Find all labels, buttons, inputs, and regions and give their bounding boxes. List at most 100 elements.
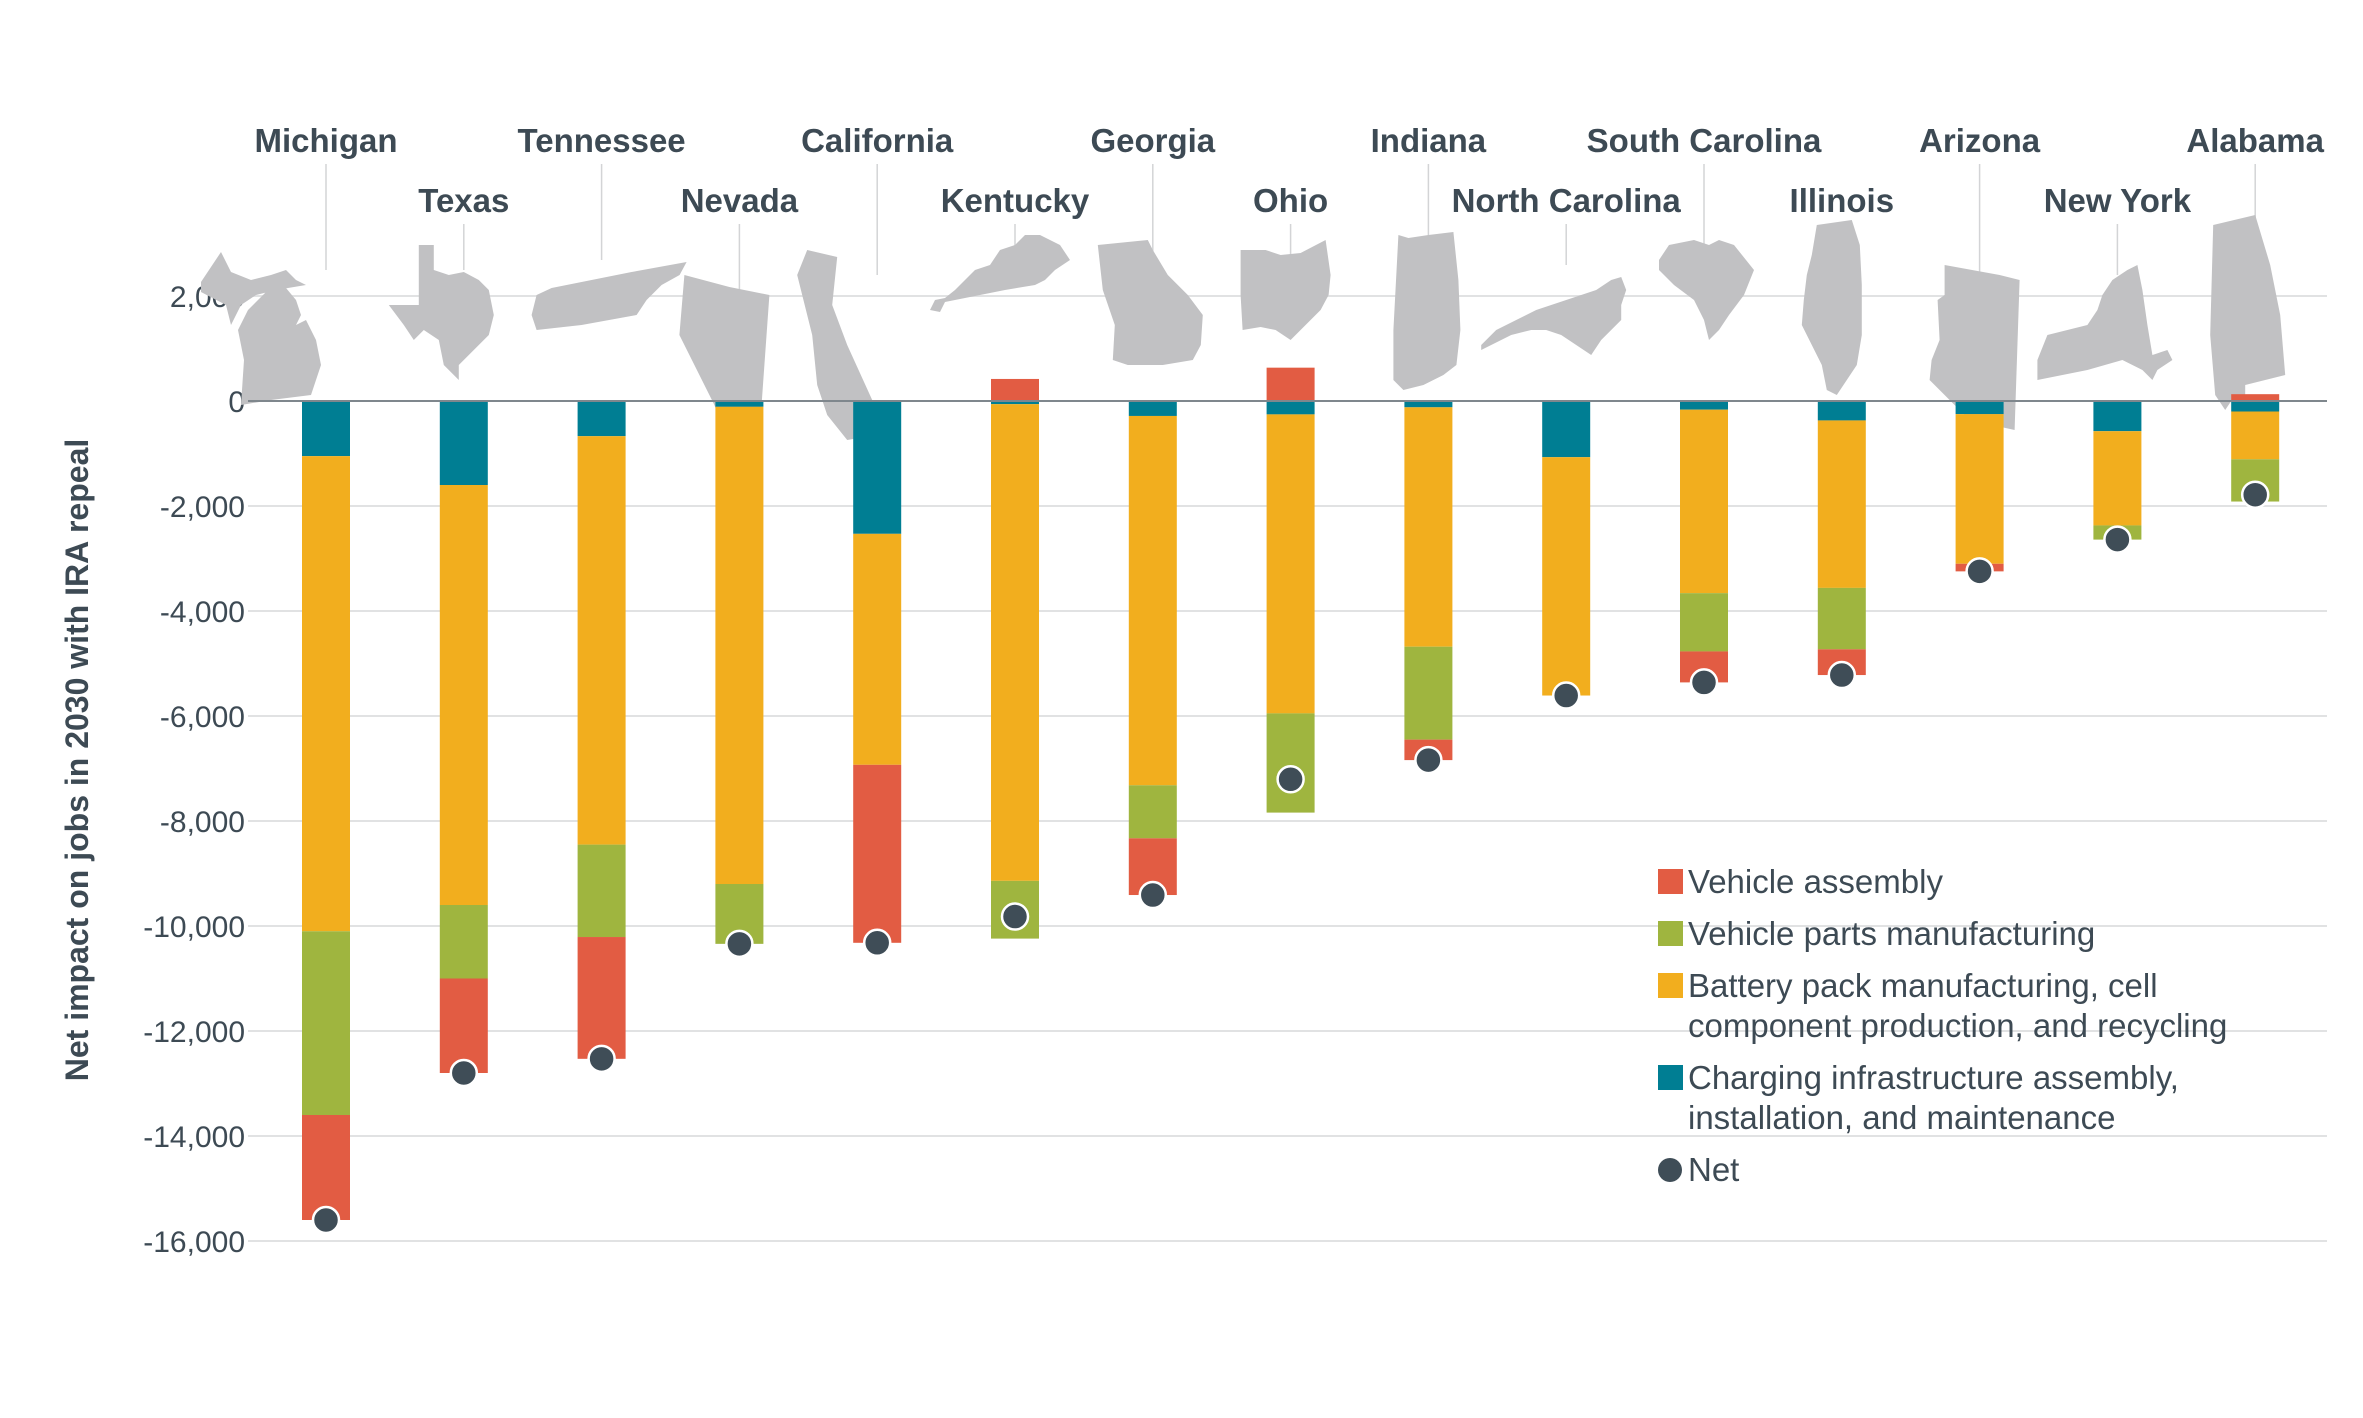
legend-item-parts: Vehicle parts manufacturing	[1658, 915, 2095, 952]
y-tick-label: -2,000	[160, 491, 245, 524]
bar-segment-battery	[1128, 415, 1177, 786]
legend-swatch	[1658, 869, 1683, 894]
bars	[302, 367, 2280, 1220]
bar-segment-charging	[1128, 401, 1177, 416]
net-marker	[2103, 525, 2132, 554]
bar-segment-charging	[302, 401, 350, 457]
state-label: South Carolina	[1587, 122, 1822, 159]
state-label: New York	[2044, 182, 2192, 219]
legend-label: Vehicle parts manufacturing	[1688, 915, 2095, 952]
bar-segment-parts	[1680, 593, 1728, 652]
net-marker	[725, 929, 754, 959]
bar-segment-parts	[1128, 785, 1177, 839]
legend-label: component production, and recycling	[1688, 1007, 2227, 1044]
legend-item-charging: Charging infrastructure assembly,install…	[1658, 1059, 2179, 1136]
michigan-shape	[201, 252, 321, 405]
california-shape	[797, 250, 878, 440]
legend-label: Battery pack manufacturing, cell	[1688, 967, 2158, 1004]
y-tick-label: 0	[228, 386, 245, 419]
kentucky-shape	[930, 235, 1070, 312]
y-tick-label: -10,000	[143, 911, 245, 944]
bar-segment-charging	[1955, 401, 2004, 415]
bar-segment-charging	[1404, 401, 1453, 408]
bar-segment-parts	[1404, 646, 1453, 740]
state-label: Arizona	[1919, 122, 2041, 159]
net-marker	[1689, 668, 1719, 697]
state-label: Michigan	[254, 122, 397, 159]
bar-segment-charging	[1542, 401, 1591, 458]
state-label: Kentucky	[941, 182, 1090, 219]
tennessee-shape	[531, 262, 687, 330]
state-label: Ohio	[1253, 182, 1328, 219]
state-label: Indiana	[1371, 122, 1487, 159]
ohio-shape	[1240, 240, 1331, 340]
bar-segment-assembly	[2231, 394, 2280, 401]
bar-segment-battery	[1817, 420, 1866, 588]
bar-segment-parts	[1266, 713, 1315, 813]
state-label: Georgia	[1090, 122, 1215, 159]
bar-segment-parts	[439, 905, 488, 979]
bar-segment-charging	[439, 401, 488, 485]
legend-swatch	[1658, 1065, 1683, 1090]
state-label: California	[801, 122, 954, 159]
bar-segment-assembly	[1266, 367, 1315, 401]
bar-segment-battery	[991, 404, 1039, 881]
legend-item-assembly: Vehicle assembly	[1658, 863, 1943, 900]
new-york-shape	[2037, 265, 2173, 380]
net-markers	[311, 480, 2270, 1235]
indiana-shape	[1393, 232, 1461, 390]
net-marker	[2240, 480, 2270, 509]
net-marker	[449, 1058, 479, 1088]
bar-segment-charging	[1817, 401, 1866, 421]
north-carolina-shape	[1481, 277, 1627, 355]
y-axis-title: Net impact on jobs in 2030 with IRA repe…	[59, 439, 95, 1082]
y-axis-ticks: 2,0000-2,000-4,000-6,000-8,000-10,000-12…	[143, 281, 245, 1259]
bar-segment-charging	[715, 401, 764, 407]
alabama-shape	[2210, 215, 2286, 410]
y-tick-label: -4,000	[160, 596, 245, 629]
bar-segment-assembly	[302, 1115, 350, 1220]
state-label: Texas	[418, 182, 509, 219]
legend-label: Net	[1688, 1151, 1739, 1188]
bar-segment-battery	[853, 533, 902, 765]
state-label: Illinois	[1790, 182, 1895, 219]
net-marker	[1414, 745, 1443, 775]
bar-segment-assembly	[439, 978, 488, 1073]
illinois-shape	[1801, 220, 1862, 395]
net-marker	[311, 1205, 341, 1235]
legend-item-battery: Battery pack manufacturing, cellcomponen…	[1658, 967, 2227, 1044]
bar-segment-battery	[1680, 409, 1728, 594]
bar-segment-charging	[2093, 401, 2142, 432]
bar-segment-parts	[577, 844, 626, 938]
bar-segment-assembly	[991, 378, 1039, 401]
y-tick-label: -14,000	[143, 1121, 245, 1154]
bar-segment-charging	[1266, 401, 1315, 415]
bar-segment-battery	[302, 456, 350, 932]
y-tick-label: -16,000	[143, 1226, 245, 1259]
net-marker	[1827, 660, 1857, 690]
state-silhouettes	[201, 215, 2286, 475]
net-marker	[587, 1044, 616, 1074]
legend-label: installation, and maintenance	[1688, 1099, 2115, 1136]
bar-segment-charging	[1680, 401, 1728, 410]
bar-segment-battery	[2231, 411, 2280, 460]
y-tick-label: -12,000	[143, 1016, 245, 1049]
legend: Vehicle assembly Vehicle parts manufactur…	[1658, 863, 2227, 1188]
bar-segment-charging	[853, 401, 902, 534]
state-label: Nevada	[681, 182, 799, 219]
bar-segment-battery	[577, 436, 626, 845]
net-marker	[1965, 557, 1994, 586]
bar-segment-battery	[1266, 414, 1315, 714]
bar-segment-assembly	[577, 937, 626, 1059]
south-carolina-shape	[1659, 240, 1754, 340]
legend-label: Vehicle assembly	[1688, 863, 1943, 900]
y-tick-label: -8,000	[160, 806, 245, 839]
bar-segment-battery	[2093, 431, 2142, 526]
legend-swatch	[1658, 973, 1683, 998]
net-marker	[1276, 765, 1305, 794]
net-marker	[1000, 902, 1030, 931]
legend-swatch	[1658, 921, 1683, 946]
bar-segment-assembly	[853, 764, 902, 943]
